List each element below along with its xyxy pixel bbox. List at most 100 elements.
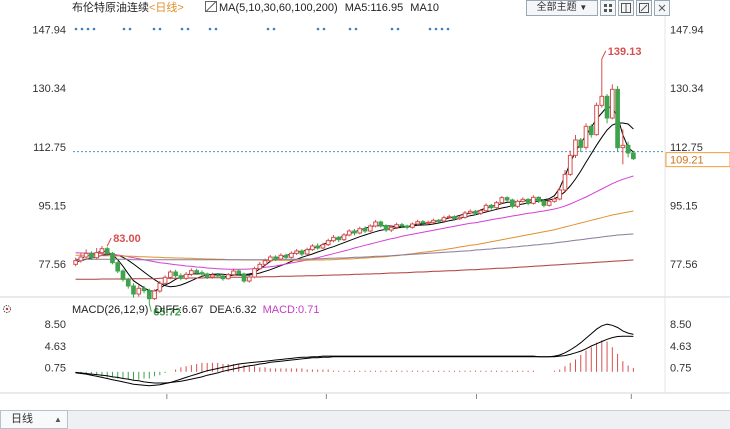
candle-up — [567, 154, 573, 175]
candle-down — [110, 252, 115, 264]
macd-bar-value: MACD:0.71 — [262, 304, 320, 316]
ma-line-ma100 — [75, 233, 634, 261]
candle-down — [452, 216, 457, 220]
event-dot — [158, 27, 162, 31]
theme-select-button[interactable]: 全部主题 ▼ — [526, 0, 598, 16]
candle-down — [299, 250, 305, 255]
moving-average-lines — [75, 106, 634, 292]
split-view-glyph — [621, 3, 631, 13]
candle-down — [120, 270, 126, 280]
candle-up — [136, 287, 142, 295]
price-annotations: 83.00 65.72 139.13 — [106, 46, 642, 319]
candle-up — [267, 256, 273, 262]
split-view-icon[interactable] — [618, 0, 634, 16]
ma-legend: MA(5,10,30,60,100,200) MA5:116.95 MA10 — [205, 1, 439, 15]
candle-down — [525, 198, 531, 204]
close-icon[interactable] — [654, 0, 670, 16]
candle-up — [620, 144, 626, 149]
candle-down — [378, 221, 384, 227]
event-dot — [74, 27, 78, 31]
candle-up — [425, 221, 431, 224]
candle-down — [199, 272, 205, 275]
candle-down — [146, 290, 152, 300]
candle-down — [236, 270, 242, 275]
candle-down — [283, 254, 289, 258]
candle-down — [588, 125, 594, 136]
candle-down — [362, 228, 368, 232]
event-dot — [348, 27, 352, 31]
expand-glyph — [639, 3, 649, 13]
candle-up — [257, 263, 263, 270]
candle-up — [99, 248, 105, 254]
instrument-name: 布伦特原油连续 — [72, 2, 149, 14]
candlesticks — [73, 58, 636, 304]
candle-up — [162, 276, 168, 284]
event-dot — [180, 27, 184, 31]
candle-up — [515, 200, 520, 207]
macd-dea-value: DEA:6.32 — [209, 304, 257, 316]
candle-down — [436, 219, 442, 222]
candle-down — [536, 196, 542, 202]
candle-down — [131, 285, 136, 295]
grid-layout-icon[interactable] — [600, 0, 616, 16]
chevron-up-icon: ▲ — [54, 415, 62, 424]
annotation-leader — [601, 50, 607, 60]
macd-settings-icon[interactable] — [0, 302, 14, 316]
instrument-title: 布伦特原油连续<日线> — [72, 1, 184, 15]
event-dot — [354, 27, 358, 31]
y-tick-label-right: 112.75 — [670, 142, 703, 154]
annotation-leader — [106, 237, 112, 247]
last-price-tag — [665, 152, 730, 168]
candle-down — [273, 256, 278, 260]
candle-down — [352, 230, 357, 234]
candle-down — [631, 152, 636, 160]
candle-down — [89, 252, 94, 259]
annotation-label: 65.72 — [153, 307, 181, 319]
candle-down — [336, 236, 342, 241]
expand-icon[interactable] — [636, 0, 652, 16]
candle-down — [488, 204, 494, 209]
event-dot — [92, 27, 96, 31]
candle-down — [194, 270, 199, 274]
ma-settings-icon[interactable] — [205, 1, 217, 12]
event-dot — [214, 27, 218, 31]
candle-down — [104, 248, 110, 254]
candle-up — [78, 256, 84, 262]
candle-up — [73, 260, 78, 265]
grid-layout-glyph — [604, 4, 612, 12]
macd-params: MACD(26,12,9) — [72, 304, 149, 316]
candle-up — [278, 254, 284, 260]
candle-up — [341, 234, 347, 241]
period-tab[interactable]: 日线 ▲ — [0, 410, 68, 429]
event-dot — [266, 27, 270, 31]
candle-up — [478, 210, 484, 214]
y-tick-label-left: 95.15 — [38, 201, 66, 213]
candle-up — [467, 210, 473, 214]
ma10-value: MA10 — [410, 2, 440, 14]
macd-legend: MACD(26,12,9) DIFF:6.67 DEA:6.32 MACD:0.… — [72, 303, 319, 317]
candle-up — [557, 189, 563, 200]
candle-down — [115, 262, 121, 272]
ma-line-ma30 — [75, 175, 634, 270]
gear-icon — [3, 305, 11, 313]
macd-y-tick-label-right: 8.50 — [670, 319, 691, 331]
y-tick-label-right: 95.15 — [670, 201, 698, 213]
candle-up — [167, 271, 173, 278]
event-dot — [186, 27, 190, 31]
candle-up — [304, 249, 310, 255]
event-dot — [122, 27, 126, 31]
macd-y-tick-label-left: 4.63 — [45, 341, 66, 353]
candle-down — [315, 245, 321, 249]
candle-up — [415, 221, 420, 225]
y-tick-label-left: 112.75 — [33, 142, 66, 154]
candle-up — [225, 274, 231, 280]
period-label[interactable]: <日线> — [149, 2, 184, 14]
ma-line-ma200 — [75, 259, 634, 280]
candle-up — [388, 226, 394, 231]
annotation-label: 139.13 — [608, 46, 642, 58]
candle-down — [615, 88, 620, 149]
candle-up — [325, 240, 331, 246]
candle-up — [483, 204, 489, 212]
candle-down — [541, 200, 547, 206]
candle-up — [183, 273, 189, 279]
